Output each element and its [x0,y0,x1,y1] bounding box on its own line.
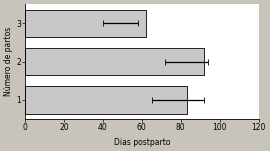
Bar [25,86,187,114]
Bar [25,48,204,76]
Y-axis label: Número de partos: Número de partos [4,27,13,96]
X-axis label: Dias postparto: Dias postparto [114,138,170,147]
Bar [25,10,146,37]
